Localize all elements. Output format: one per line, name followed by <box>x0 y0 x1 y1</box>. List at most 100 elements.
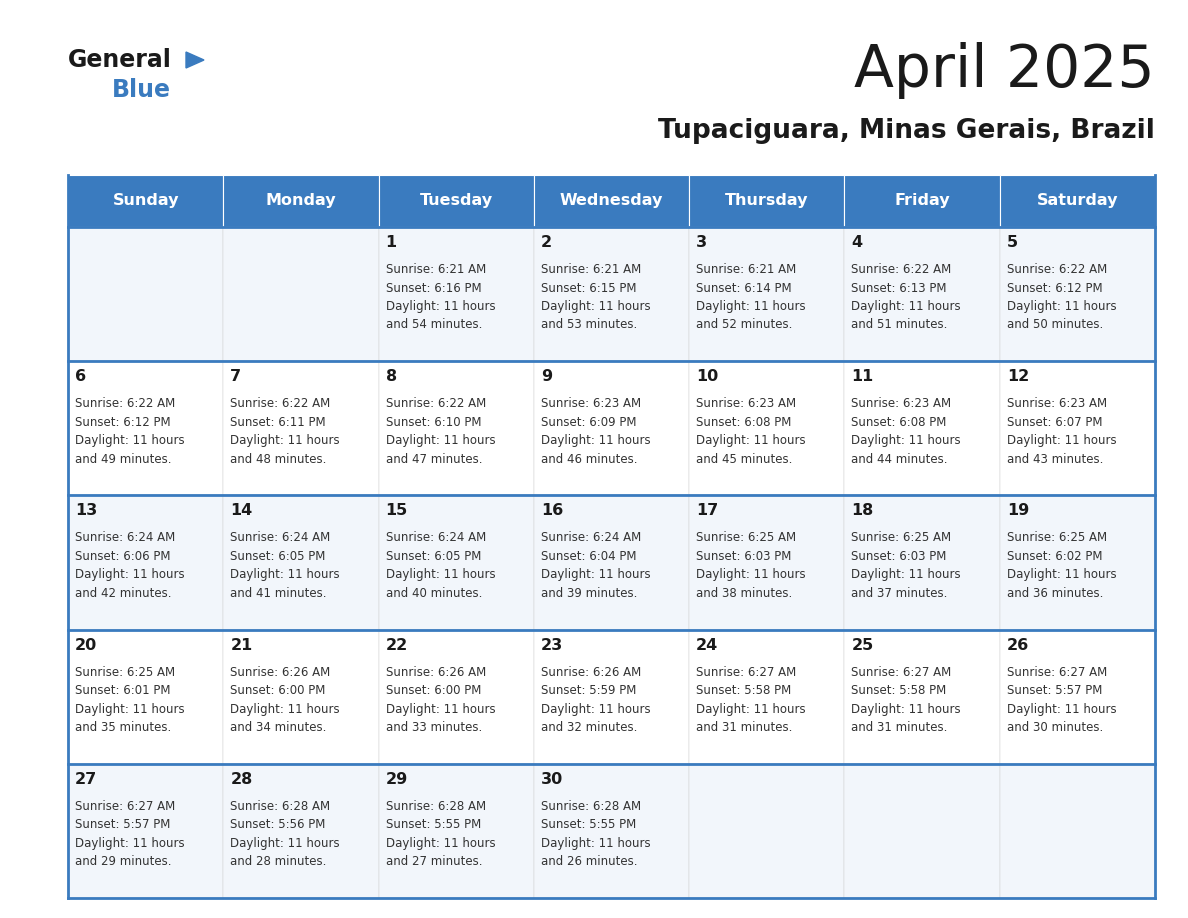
Text: and 41 minutes.: and 41 minutes. <box>230 587 327 599</box>
Text: and 45 minutes.: and 45 minutes. <box>696 453 792 465</box>
Text: 22: 22 <box>386 638 407 653</box>
Bar <box>845 496 1000 630</box>
Text: 29: 29 <box>386 772 407 787</box>
Text: Sunrise: 6:23 AM: Sunrise: 6:23 AM <box>541 397 642 410</box>
Text: Sunset: 6:03 PM: Sunset: 6:03 PM <box>852 550 947 563</box>
Text: Sunset: 5:57 PM: Sunset: 5:57 PM <box>1006 684 1102 697</box>
Text: Sunrise: 6:28 AM: Sunrise: 6:28 AM <box>230 800 330 812</box>
Text: and 46 minutes.: and 46 minutes. <box>541 453 637 465</box>
Bar <box>689 175 845 227</box>
Text: 9: 9 <box>541 369 552 385</box>
Text: Sunset: 6:09 PM: Sunset: 6:09 PM <box>541 416 637 429</box>
Text: and 53 minutes.: and 53 minutes. <box>541 319 637 331</box>
Bar <box>845 175 1000 227</box>
Bar <box>689 361 845 496</box>
Text: Sunset: 6:00 PM: Sunset: 6:00 PM <box>386 684 481 697</box>
Bar <box>1000 361 1155 496</box>
Text: Sunrise: 6:27 AM: Sunrise: 6:27 AM <box>852 666 952 678</box>
Text: Sunrise: 6:24 AM: Sunrise: 6:24 AM <box>541 532 642 544</box>
Bar <box>223 227 379 361</box>
Text: and 44 minutes.: and 44 minutes. <box>852 453 948 465</box>
Text: and 28 minutes.: and 28 minutes. <box>230 856 327 868</box>
Text: Daylight: 11 hours: Daylight: 11 hours <box>386 702 495 716</box>
Text: Sunday: Sunday <box>113 194 179 208</box>
Text: Daylight: 11 hours: Daylight: 11 hours <box>541 837 651 850</box>
Text: Sunrise: 6:27 AM: Sunrise: 6:27 AM <box>75 800 176 812</box>
Text: Sunset: 6:07 PM: Sunset: 6:07 PM <box>1006 416 1102 429</box>
Text: Daylight: 11 hours: Daylight: 11 hours <box>852 434 961 447</box>
Text: Sunrise: 6:22 AM: Sunrise: 6:22 AM <box>230 397 330 410</box>
Text: and 48 minutes.: and 48 minutes. <box>230 453 327 465</box>
Text: 26: 26 <box>1006 638 1029 653</box>
Bar <box>223 496 379 630</box>
Text: 19: 19 <box>1006 503 1029 519</box>
Text: Daylight: 11 hours: Daylight: 11 hours <box>852 702 961 716</box>
Text: Sunrise: 6:25 AM: Sunrise: 6:25 AM <box>852 532 952 544</box>
Text: Sunrise: 6:24 AM: Sunrise: 6:24 AM <box>75 532 176 544</box>
Text: 24: 24 <box>696 638 719 653</box>
Text: and 51 minutes.: and 51 minutes. <box>852 319 948 331</box>
Bar <box>1000 630 1155 764</box>
Bar <box>845 630 1000 764</box>
Text: Sunset: 6:14 PM: Sunset: 6:14 PM <box>696 282 791 295</box>
Text: and 36 minutes.: and 36 minutes. <box>1006 587 1104 599</box>
Text: Daylight: 11 hours: Daylight: 11 hours <box>541 568 651 581</box>
Text: 15: 15 <box>386 503 407 519</box>
Text: Daylight: 11 hours: Daylight: 11 hours <box>75 434 184 447</box>
Bar <box>379 361 533 496</box>
Text: 2: 2 <box>541 235 552 250</box>
Text: April 2025: April 2025 <box>854 42 1155 99</box>
Text: Daylight: 11 hours: Daylight: 11 hours <box>230 434 340 447</box>
Bar <box>845 361 1000 496</box>
Text: Sunrise: 6:23 AM: Sunrise: 6:23 AM <box>852 397 952 410</box>
Text: Daylight: 11 hours: Daylight: 11 hours <box>230 568 340 581</box>
Text: 21: 21 <box>230 638 253 653</box>
Text: Blue: Blue <box>112 78 171 102</box>
Bar <box>223 764 379 898</box>
Text: Sunset: 6:01 PM: Sunset: 6:01 PM <box>75 684 171 697</box>
Text: Sunset: 6:02 PM: Sunset: 6:02 PM <box>1006 550 1102 563</box>
Text: 17: 17 <box>696 503 719 519</box>
Text: Sunset: 6:10 PM: Sunset: 6:10 PM <box>386 416 481 429</box>
Text: 18: 18 <box>852 503 873 519</box>
Text: Daylight: 11 hours: Daylight: 11 hours <box>541 300 651 313</box>
Text: Sunset: 6:03 PM: Sunset: 6:03 PM <box>696 550 791 563</box>
Bar <box>1000 227 1155 361</box>
Text: Daylight: 11 hours: Daylight: 11 hours <box>386 300 495 313</box>
Bar <box>1000 496 1155 630</box>
Text: Sunset: 6:05 PM: Sunset: 6:05 PM <box>230 550 326 563</box>
Text: Sunrise: 6:28 AM: Sunrise: 6:28 AM <box>541 800 642 812</box>
Text: Daylight: 11 hours: Daylight: 11 hours <box>75 837 184 850</box>
Bar <box>689 630 845 764</box>
Text: Sunrise: 6:27 AM: Sunrise: 6:27 AM <box>696 666 796 678</box>
Text: Daylight: 11 hours: Daylight: 11 hours <box>696 568 805 581</box>
Text: and 34 minutes.: and 34 minutes. <box>230 722 327 734</box>
Text: 28: 28 <box>230 772 253 787</box>
Text: Daylight: 11 hours: Daylight: 11 hours <box>696 434 805 447</box>
Bar <box>223 175 379 227</box>
Text: and 35 minutes.: and 35 minutes. <box>75 722 171 734</box>
Text: 16: 16 <box>541 503 563 519</box>
Bar <box>223 361 379 496</box>
Text: 25: 25 <box>852 638 873 653</box>
Text: General: General <box>68 48 172 72</box>
Text: Daylight: 11 hours: Daylight: 11 hours <box>1006 434 1117 447</box>
Bar <box>223 630 379 764</box>
Text: Daylight: 11 hours: Daylight: 11 hours <box>75 702 184 716</box>
Text: Monday: Monday <box>266 194 336 208</box>
Text: and 29 minutes.: and 29 minutes. <box>75 856 171 868</box>
Text: Sunrise: 6:26 AM: Sunrise: 6:26 AM <box>386 666 486 678</box>
Text: Sunrise: 6:25 AM: Sunrise: 6:25 AM <box>75 666 175 678</box>
Text: Daylight: 11 hours: Daylight: 11 hours <box>541 434 651 447</box>
Text: Sunset: 5:59 PM: Sunset: 5:59 PM <box>541 684 637 697</box>
Text: and 40 minutes.: and 40 minutes. <box>386 587 482 599</box>
Text: Sunset: 5:55 PM: Sunset: 5:55 PM <box>541 818 636 832</box>
Text: 14: 14 <box>230 503 253 519</box>
Text: Tuesday: Tuesday <box>419 194 493 208</box>
Bar <box>68 764 223 898</box>
Bar <box>379 227 533 361</box>
Bar <box>379 175 533 227</box>
Text: Sunset: 6:12 PM: Sunset: 6:12 PM <box>75 416 171 429</box>
Bar <box>68 496 223 630</box>
Text: Sunset: 6:04 PM: Sunset: 6:04 PM <box>541 550 637 563</box>
